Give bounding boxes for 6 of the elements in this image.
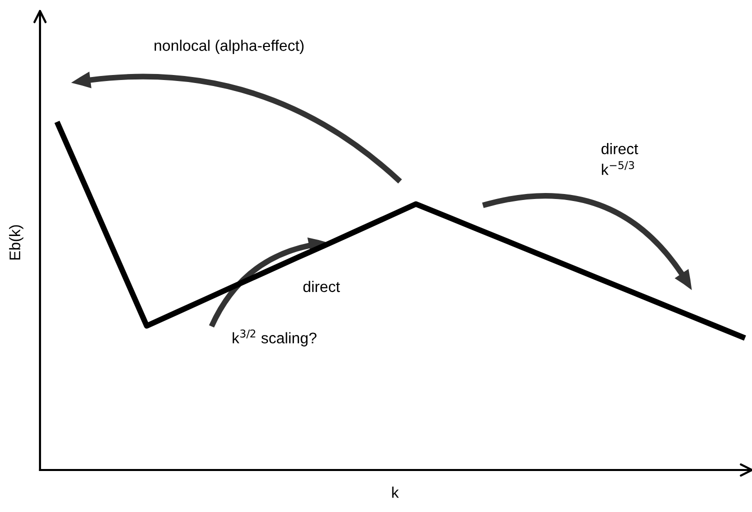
text: nonlocal (alpha-effect) <box>154 40 304 54</box>
x-axis-title: k <box>392 486 399 498</box>
annotation: k$^{3/2}$ scaling? <box>232 329 316 346</box>
annotation: direct <box>303 280 340 292</box>
annotation: direct k$^{−5/3}$ <box>602 143 638 175</box>
y-axis-title: Eb(k) <box>9 225 24 260</box>
